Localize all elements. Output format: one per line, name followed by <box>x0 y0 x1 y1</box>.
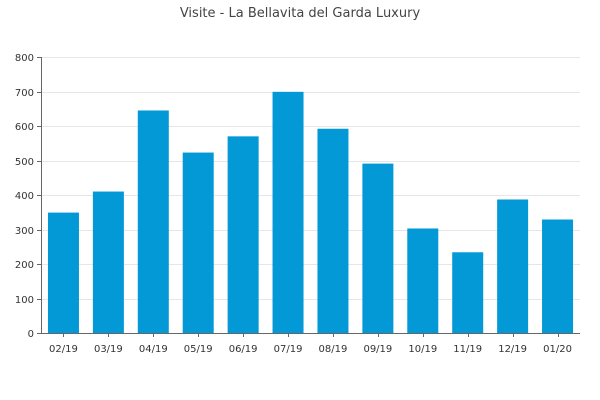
y-axis-tick-labels: 0 100 200 300 400 500 600 700 800 <box>15 53 34 340</box>
x-tick-label: 04/19 <box>139 344 168 355</box>
gridlines <box>41 57 580 300</box>
y-tick-label: 300 <box>15 226 34 237</box>
axes <box>37 57 580 337</box>
y-tick-label: 0 <box>28 329 34 340</box>
bar-08-19 <box>317 128 349 333</box>
bars <box>47 91 574 333</box>
bar-12-19 <box>497 199 529 333</box>
y-tick-label: 500 <box>15 157 34 168</box>
x-tick-label: 06/19 <box>229 344 258 355</box>
x-tick-label: 09/19 <box>363 344 392 355</box>
bar-01-20 <box>542 219 574 333</box>
y-tick-label: 400 <box>15 191 34 202</box>
x-tick-label: 08/19 <box>319 344 348 355</box>
x-tick-label: 05/19 <box>184 344 213 355</box>
bar-03-19 <box>92 191 124 333</box>
x-axis-tick-labels: 02/19 03/19 04/19 05/19 06/19 07/19 08/19 09/19… <box>49 344 572 355</box>
bar-07-19 <box>272 91 304 333</box>
x-tick-label: 11/19 <box>453 344 482 355</box>
bar-02-19 <box>47 212 79 333</box>
bar-09-19 <box>362 163 394 333</box>
x-tick-label: 12/19 <box>498 344 527 355</box>
bar-04-19 <box>137 110 169 333</box>
chart-title: Visite - La Bellavita del Garda Luxury <box>180 6 421 21</box>
y-tick-label: 800 <box>15 53 34 64</box>
bar-10-19 <box>407 228 439 333</box>
x-tick-label: 01/20 <box>543 344 572 355</box>
bar-05-19 <box>182 152 214 333</box>
x-tick-label: 07/19 <box>274 344 303 355</box>
x-tick-label: 10/19 <box>408 344 437 355</box>
x-tick-label: 02/19 <box>49 344 78 355</box>
bar-06-19 <box>227 136 259 333</box>
bar-11-19 <box>452 252 484 333</box>
y-tick-label: 600 <box>15 122 34 133</box>
y-tick-label: 700 <box>15 88 34 99</box>
y-tick-label: 100 <box>15 295 34 306</box>
x-tick-label: 03/19 <box>94 344 123 355</box>
y-tick-label: 200 <box>15 260 34 271</box>
